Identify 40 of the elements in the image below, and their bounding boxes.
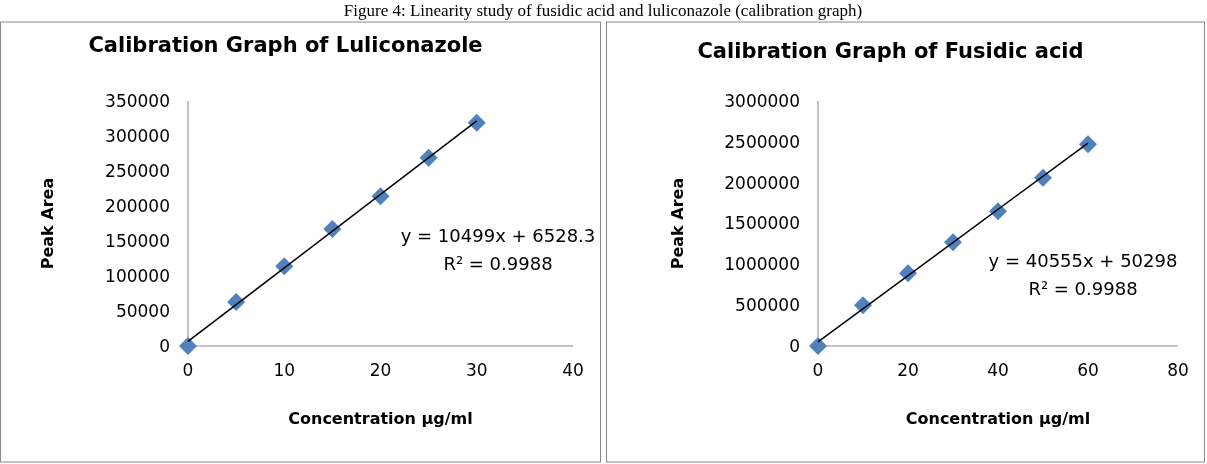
y-axis-title: Peak Area — [668, 177, 687, 270]
point — [1079, 135, 1097, 154]
annotation: y = 40555x + 50298 — [988, 250, 1178, 271]
y-axis-title: Peak Area — [38, 177, 57, 270]
y-tick-label: 50000 — [115, 300, 170, 321]
chart-title: Calibration Graph of Luliconazole — [88, 33, 483, 57]
y-tick-label: 500000 — [735, 295, 800, 316]
x-tick-label: 0 — [812, 360, 824, 380]
x-tick-label: 20 — [897, 360, 919, 380]
caption: Figure 4: Linearity study of fusidic acid and luliconazole (calibration graph) — [343, 1, 863, 20]
x-tick-label: 30 — [465, 360, 488, 380]
point — [179, 337, 197, 355]
y-tick-label: 350000 — [105, 90, 170, 111]
y-tick-label: 1000000 — [724, 254, 800, 275]
y-tick-label: 300000 — [105, 125, 170, 146]
x-axis-title: Concentration µg/ml — [288, 409, 473, 428]
point — [809, 337, 827, 355]
x-tick-label: 40 — [562, 360, 584, 380]
y-tick-label: 1500000 — [724, 213, 800, 234]
chart-title: Calibration Graph of Fusidic acid — [697, 39, 1084, 63]
x-tick-label: 20 — [369, 360, 392, 380]
y-tick-label: 200000 — [105, 195, 170, 216]
x-tick-label: 10 — [273, 360, 296, 380]
y-tick-label: 2000000 — [724, 172, 800, 193]
x-axis-title: Concentration µg/ml — [905, 409, 1091, 428]
x-tick-label: 40 — [987, 360, 1009, 380]
x-tick-label: 60 — [1077, 360, 1099, 380]
y-tick-label: 150000 — [105, 230, 170, 251]
y-tick-label: 250000 — [105, 160, 170, 181]
point — [467, 113, 486, 132]
y-tick-label: 0 — [159, 335, 170, 356]
y-tick-label: 0 — [789, 335, 800, 356]
y-tick-label: 2500000 — [724, 131, 800, 152]
annotation: R² = 0.9988 — [1028, 278, 1138, 299]
x-tick-label: 0 — [182, 360, 194, 380]
y-tick-label: 100000 — [105, 265, 170, 286]
y-tick-label: 3000000 — [724, 90, 800, 111]
x-tick-label: 80 — [1167, 360, 1189, 380]
annotation: y = 10499x + 6528.3 — [400, 225, 596, 246]
annotation: R² = 0.9988 — [443, 253, 553, 274]
